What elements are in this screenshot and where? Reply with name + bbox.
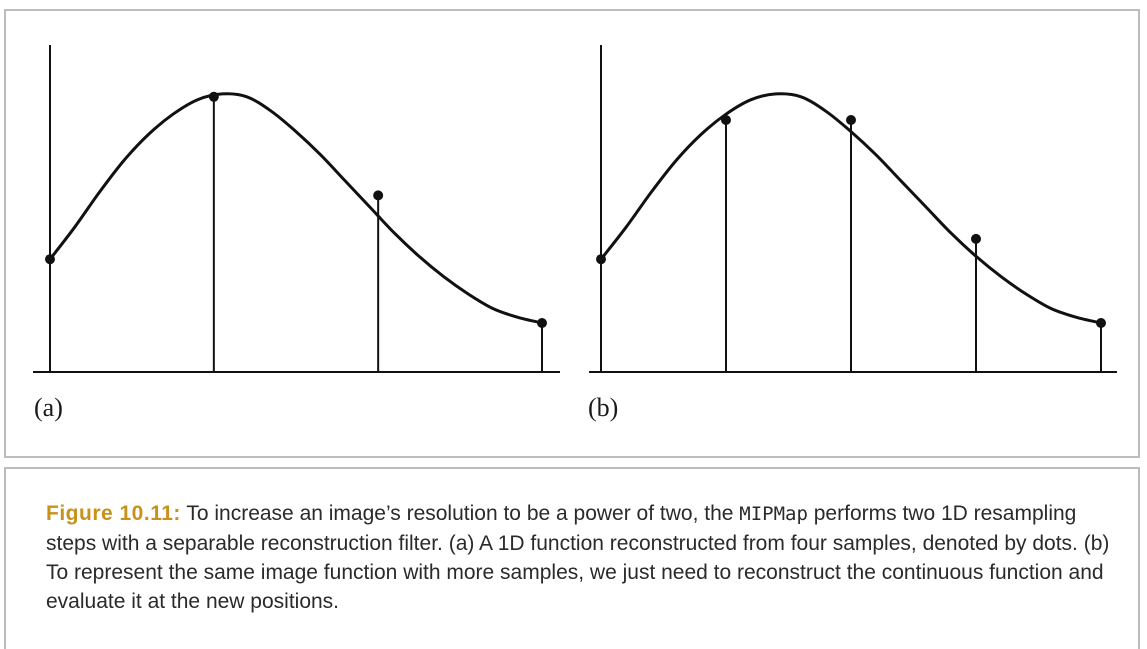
sample-dot-a <box>208 91 219 102</box>
sample-dot-a <box>45 254 55 265</box>
curve-a <box>48 92 543 325</box>
figure-caption: Figure 10.11: To increase an image’s res… <box>46 499 1116 616</box>
panel-label-a: (a) <box>34 393 63 422</box>
sample-dot-a <box>373 190 384 201</box>
figure-number: Figure 10.11: <box>46 502 181 525</box>
sample-dot-b <box>971 233 981 244</box>
sample-dot-a <box>537 318 547 328</box>
figure-svg: (a) (b) <box>33 45 1117 422</box>
caption-box: Figure 10.11: To increase an image’s res… <box>4 467 1140 649</box>
sample-dot-b <box>721 115 731 125</box>
sample-dot-b <box>596 254 606 265</box>
sample-dot-b <box>846 115 856 125</box>
caption-text-1: To increase an image’s resolution to be … <box>180 502 740 525</box>
panel-label-b: (b) <box>588 393 618 422</box>
caption-text-2: performs two 1D resampling steps with a … <box>46 502 1110 613</box>
sample-dot-b <box>1096 318 1106 328</box>
caption-code: MIPMap <box>739 503 808 525</box>
